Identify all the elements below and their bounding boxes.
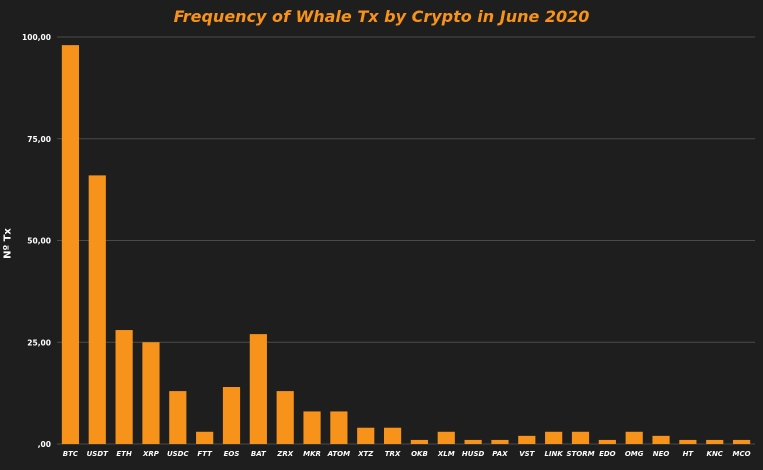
- y-axis-ticks: ,00 25,00 50,00 75,00 100,00: [22, 33, 51, 449]
- y-tick-label: 100,00: [22, 33, 51, 42]
- gridlines: [57, 36, 755, 445]
- bar-neo: [652, 435, 670, 444]
- y-tick-label: 25,00: [27, 338, 51, 347]
- x-tick-label: TRX: [385, 450, 401, 458]
- x-tick-label: BAT: [251, 450, 267, 458]
- bar-xtz: [357, 427, 375, 444]
- y-tick-label: ,00: [38, 440, 51, 449]
- x-tick-label: ETH: [116, 450, 132, 458]
- bar-trx: [383, 427, 402, 444]
- x-tick-label: NEO: [653, 450, 670, 458]
- bar-vst: [518, 435, 536, 444]
- bar-edo: [598, 439, 616, 444]
- x-tick-label: XLM: [437, 450, 455, 458]
- bar-usdc: [169, 391, 187, 444]
- bar-zrx: [276, 391, 294, 444]
- x-tick-label: OKB: [411, 450, 428, 458]
- x-tick-label: USDC: [167, 450, 190, 458]
- x-tick-label: LINK: [544, 450, 563, 458]
- x-tick-label: PAX: [492, 450, 508, 458]
- x-tick-label: BTC: [63, 450, 79, 458]
- bar-bat: [249, 334, 267, 444]
- bar-mkr: [303, 411, 321, 444]
- bar-okb: [410, 439, 429, 444]
- chart-title: Frequency of Whale Tx by Crypto in June …: [173, 7, 590, 26]
- x-tick-label: KNC: [707, 450, 724, 458]
- bar-ht: [679, 439, 697, 444]
- x-tick-label: STORM: [566, 450, 594, 458]
- x-tick-label: EDO: [599, 450, 616, 458]
- bar-storm: [571, 431, 590, 444]
- x-tick-label: OMG: [625, 450, 644, 458]
- x-tick-label: MCO: [733, 450, 751, 458]
- x-tick-label: MKR: [303, 450, 321, 458]
- y-tick-label: 75,00: [27, 135, 51, 144]
- x-tick-label: EOS: [224, 450, 240, 458]
- x-tick-label: HT: [683, 450, 695, 458]
- x-tick-label: ATOM: [327, 450, 350, 458]
- bar-knc: [706, 439, 724, 444]
- bar-mco: [732, 439, 751, 444]
- x-tick-label: FTT: [197, 450, 213, 458]
- bar-ftt: [196, 431, 214, 444]
- x-tick-label: XTZ: [357, 450, 374, 458]
- bar-eos: [222, 387, 241, 444]
- bar-omg: [625, 431, 643, 444]
- x-tick-label: VST: [519, 450, 535, 458]
- bar-usdt: [88, 175, 106, 444]
- bar-xlm: [437, 431, 455, 444]
- x-tick-label: ZRX: [276, 450, 293, 458]
- x-tick-label: HUSD: [462, 450, 485, 458]
- bars: [61, 45, 751, 444]
- bar-eth: [115, 330, 133, 444]
- bar-pax: [491, 439, 509, 444]
- bar-husd: [464, 439, 482, 444]
- x-tick-label: USDT: [87, 450, 110, 458]
- bar-xrp: [142, 342, 160, 444]
- bar-atom: [330, 411, 348, 444]
- bar-link: [545, 431, 563, 444]
- y-tick-label: 50,00: [27, 237, 51, 246]
- x-axis-ticks: BTC USDT ETH XRP USDC FTT EOS BAT ZRX MKR ATOM XTZ T…: [63, 450, 751, 458]
- x-tick-label: XRP: [142, 450, 160, 458]
- bar-btc: [61, 45, 80, 444]
